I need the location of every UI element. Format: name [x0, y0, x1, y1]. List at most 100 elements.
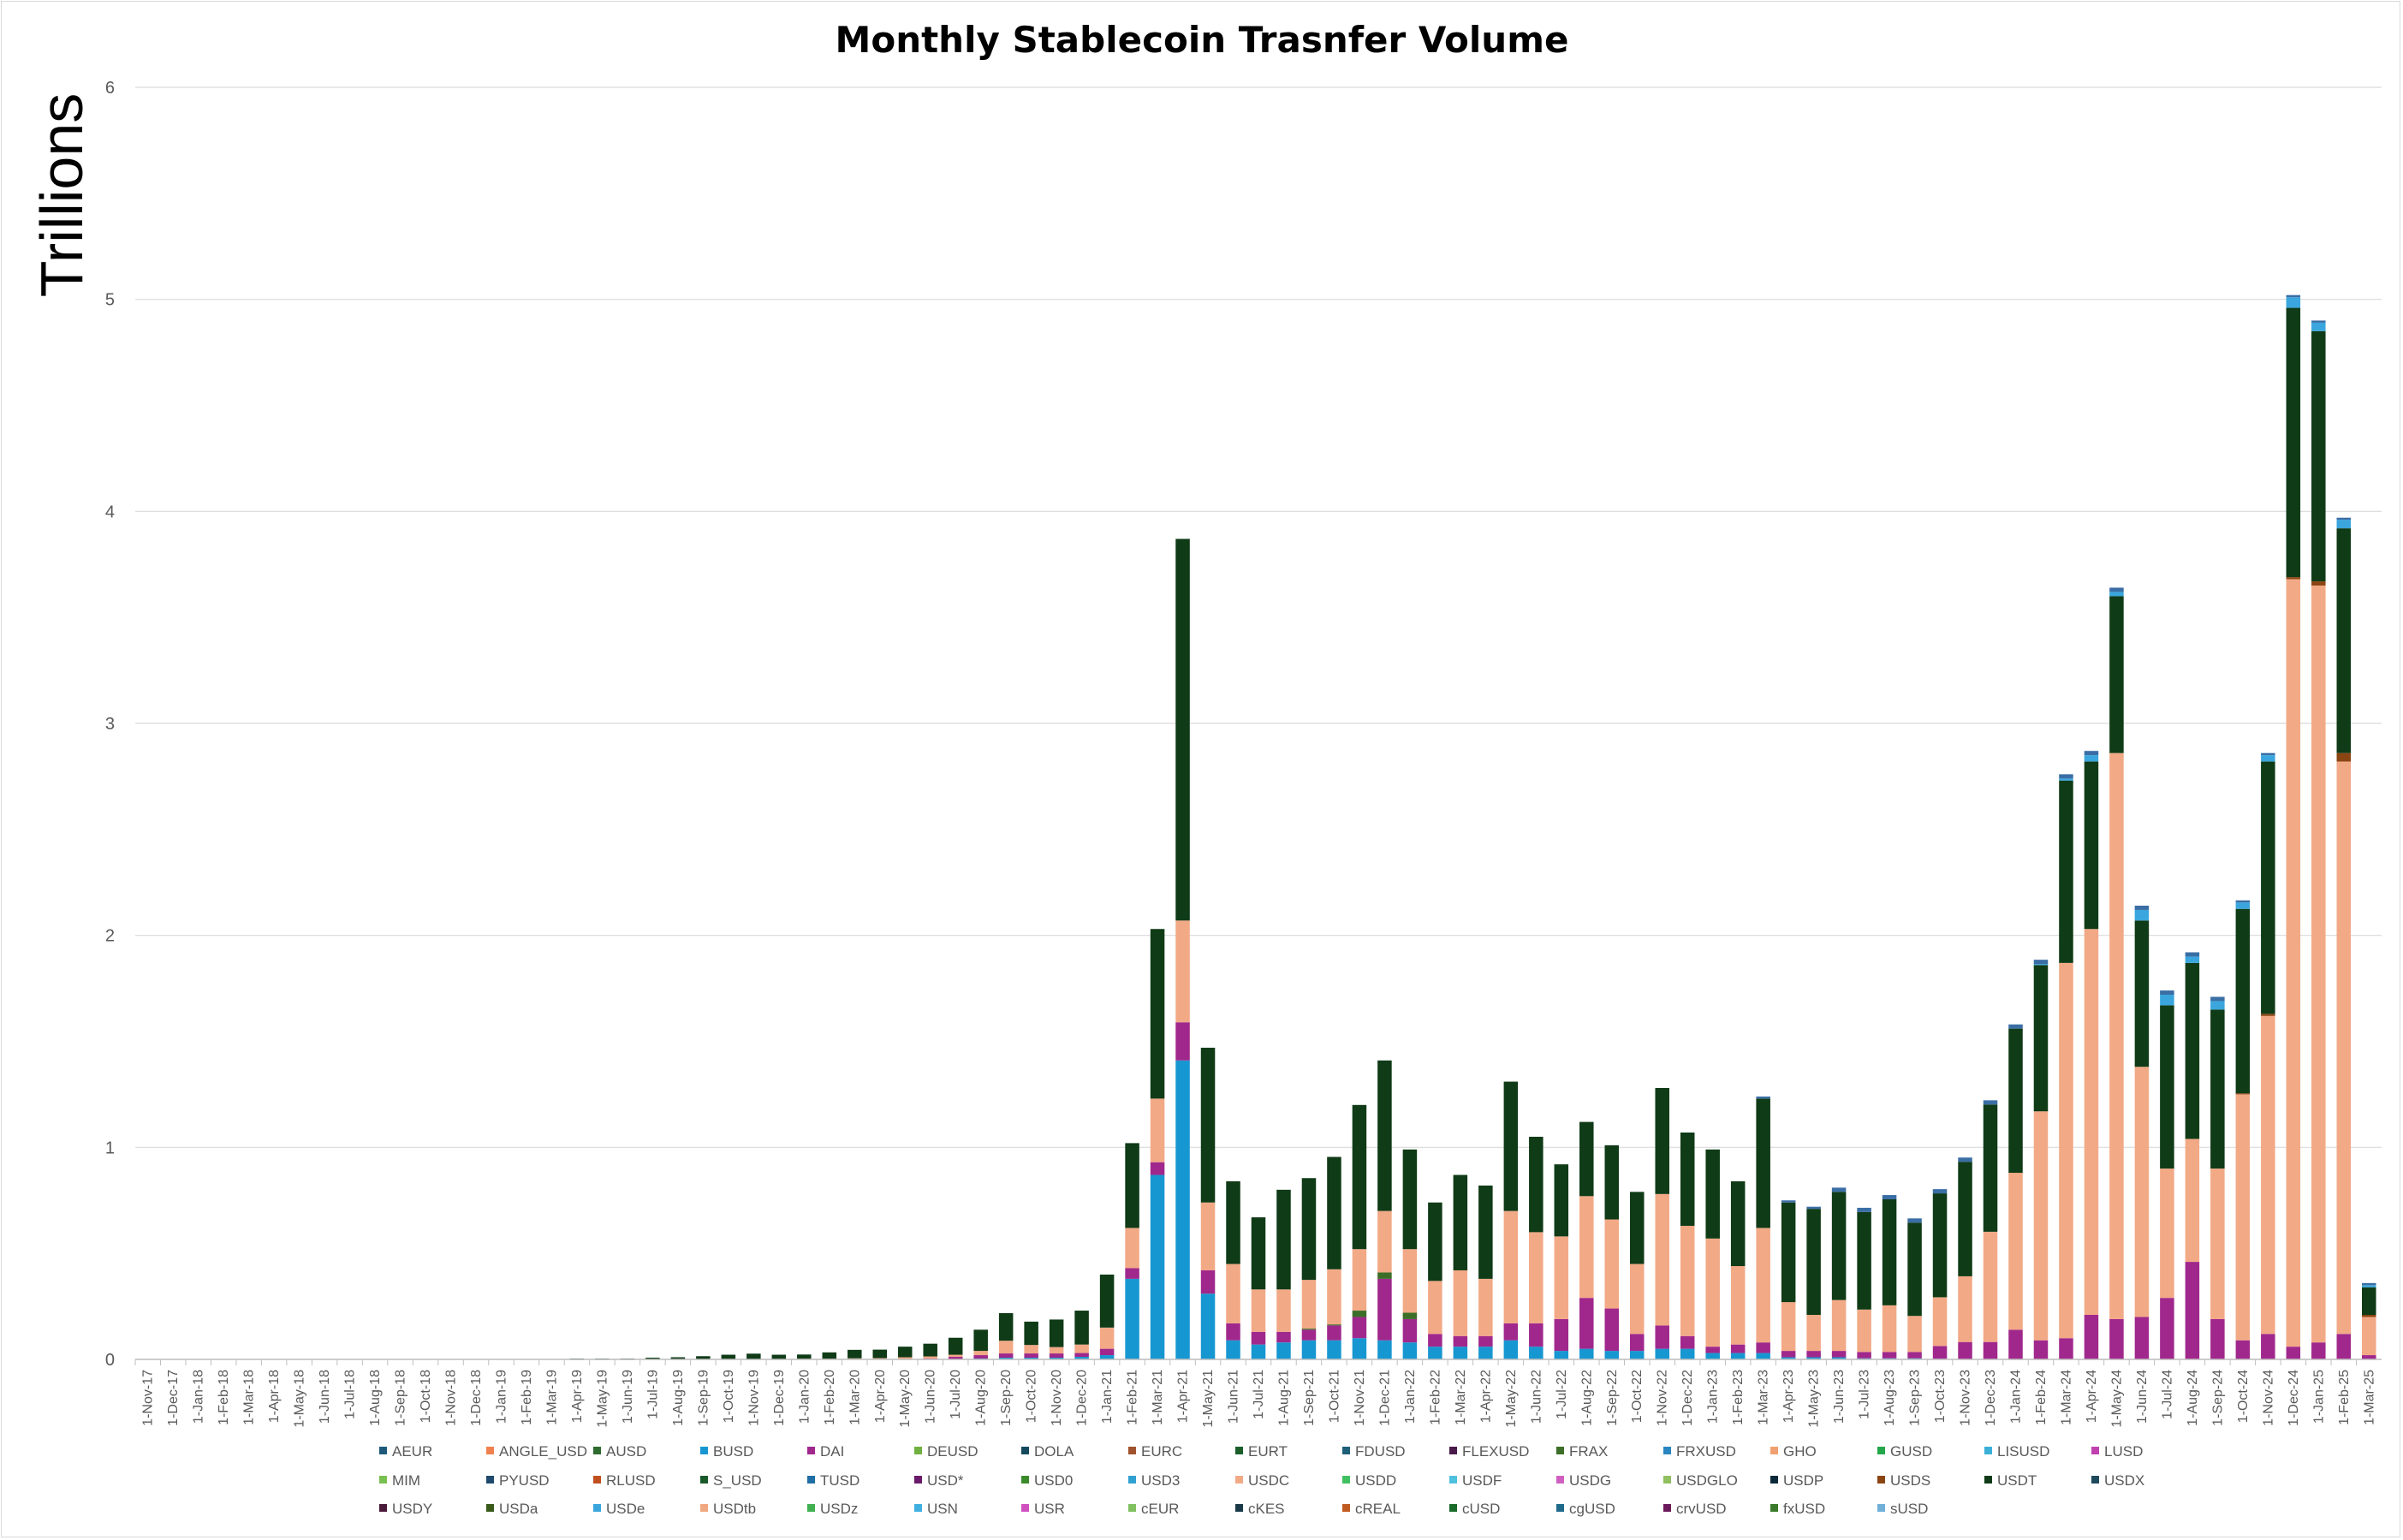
legend-swatch [1128, 1504, 1136, 1512]
bar-segment [2261, 752, 2275, 756]
legend-item: USDa [486, 1501, 538, 1517]
legend-swatch [379, 1476, 387, 1484]
bar-segment [1604, 1308, 1620, 1352]
legend-swatch [2091, 1447, 2099, 1454]
x-tick-label: 1-Aug-18 [368, 1370, 383, 1426]
bar-segment [2311, 581, 2326, 586]
bar-stack [1907, 1218, 1922, 1359]
x-tick-label: 1-May-24 [2109, 1370, 2124, 1428]
bar-segment [2084, 761, 2099, 930]
legend-swatch [486, 1447, 494, 1454]
legend-label: PYUSD [499, 1472, 550, 1489]
bar-segment [2336, 761, 2352, 1335]
bar-segment [1125, 1143, 1139, 1228]
bar-segment [2210, 1009, 2225, 1169]
bar-segment [1655, 1348, 1669, 1359]
x-tick-label: 1-Apr-20 [873, 1370, 888, 1423]
legend-label: USDz [820, 1501, 858, 1517]
x-tick-label: 1-Oct-19 [722, 1370, 736, 1423]
bar-stack [1882, 1195, 1897, 1359]
bar-stack [645, 1358, 660, 1359]
legend-swatch [1128, 1476, 1136, 1484]
bar-segment [1554, 1351, 1569, 1359]
bar-segment [1629, 1192, 1645, 1264]
legend-label: DEUSD [927, 1443, 978, 1460]
bar-segment [797, 1354, 812, 1359]
legend-item: cEUR [1128, 1501, 1179, 1517]
legend-item: S_USD [700, 1472, 762, 1489]
bar-segment [1680, 1348, 1695, 1359]
legend-label: sUSD [1890, 1501, 1928, 1517]
bar-segment [1806, 1314, 1821, 1352]
bar-segment [2362, 1282, 2376, 1286]
bar-segment [923, 1356, 937, 1359]
bar-segment [1402, 1342, 1418, 1359]
bar-segment [1529, 1347, 1544, 1359]
x-tick-label: 1-Dec-21 [1377, 1370, 1392, 1426]
bar-segment [1200, 1047, 1216, 1203]
bar-segment [1529, 1136, 1544, 1233]
legend-swatch [1770, 1476, 1778, 1484]
legend-swatch [1342, 1447, 1350, 1454]
x-tick-label: 1-Sep-23 [1908, 1370, 1923, 1426]
legend-item: cUSD [1449, 1501, 1500, 1517]
bar-segment [1352, 1249, 1367, 1311]
x-tick-label: 1-Jan-18 [192, 1370, 206, 1424]
legend-swatch [700, 1447, 708, 1454]
bar-stack [923, 1343, 937, 1359]
bar-segment [1099, 1348, 1115, 1356]
legend-swatch [1235, 1476, 1243, 1484]
x-tick-label: 1-Feb-24 [2034, 1370, 2049, 1425]
legend-label: cgUSD [1569, 1501, 1615, 1517]
bar-segment [2185, 956, 2200, 963]
bar-segment [1226, 1180, 1240, 1264]
bar-segment [1226, 1340, 1240, 1359]
bar-segment [1730, 1180, 1746, 1267]
bar-segment [2286, 294, 2301, 298]
bar-segment [1049, 1353, 1064, 1359]
bar-segment [2311, 330, 2326, 582]
x-tick-label: 1-Nov-23 [1959, 1370, 1973, 1426]
bar-stack [1175, 538, 1190, 1359]
legend-item: USDT [1984, 1472, 2037, 1489]
legend-label: USDY [392, 1501, 432, 1517]
bar-segment [1453, 1335, 1468, 1347]
x-tick-label: 1-Jul-20 [949, 1370, 963, 1419]
bar-segment [1024, 1345, 1038, 1354]
bar-segment [1983, 1104, 1998, 1232]
x-tick-label: 1-Mar-25 [2362, 1370, 2376, 1425]
legend-swatch [1663, 1504, 1671, 1512]
bar-stack [998, 1313, 1014, 1359]
bar-segment [1453, 1347, 1468, 1359]
bar-segment [2286, 307, 2301, 578]
legend-label: USDT [1997, 1472, 2037, 1489]
x-tick-label: 1-Mar-18 [242, 1370, 257, 1425]
bar-segment [1756, 1096, 1770, 1099]
legend-label: TUSD [820, 1472, 859, 1489]
bar-segment [1301, 1340, 1317, 1359]
legend-item: USDD [1342, 1472, 1396, 1489]
legend-swatch [1877, 1476, 1885, 1484]
bar-segment [1327, 1156, 1341, 1269]
y-tick-label: 1 [105, 1139, 115, 1157]
bar-segment [1125, 1228, 1139, 1269]
bar-stack [2033, 960, 2049, 1359]
bar-segment [2185, 962, 2200, 1139]
x-tick-label: 1-Nov-21 [1353, 1370, 1367, 1426]
bar-segment [1806, 1209, 1821, 1315]
bar-segment [2336, 520, 2352, 529]
bar-segment [1301, 1329, 1317, 1341]
legend-label: USDG [1569, 1472, 1611, 1489]
legend-swatch [1770, 1447, 1778, 1454]
bar-segment [2134, 920, 2150, 1067]
bar-segment [2210, 1001, 2225, 1010]
bar-segment [2286, 577, 2301, 580]
legend-label: FRAX [1569, 1443, 1608, 1460]
x-tick-label: 1-Jan-23 [1706, 1370, 1721, 1424]
legend-swatch [486, 1476, 494, 1484]
bar-stack [2109, 587, 2124, 1359]
bar-segment [1478, 1278, 1493, 1336]
bar-segment [2134, 1317, 2150, 1359]
bar-stack [1781, 1200, 1796, 1359]
bar-stack [1680, 1132, 1695, 1359]
